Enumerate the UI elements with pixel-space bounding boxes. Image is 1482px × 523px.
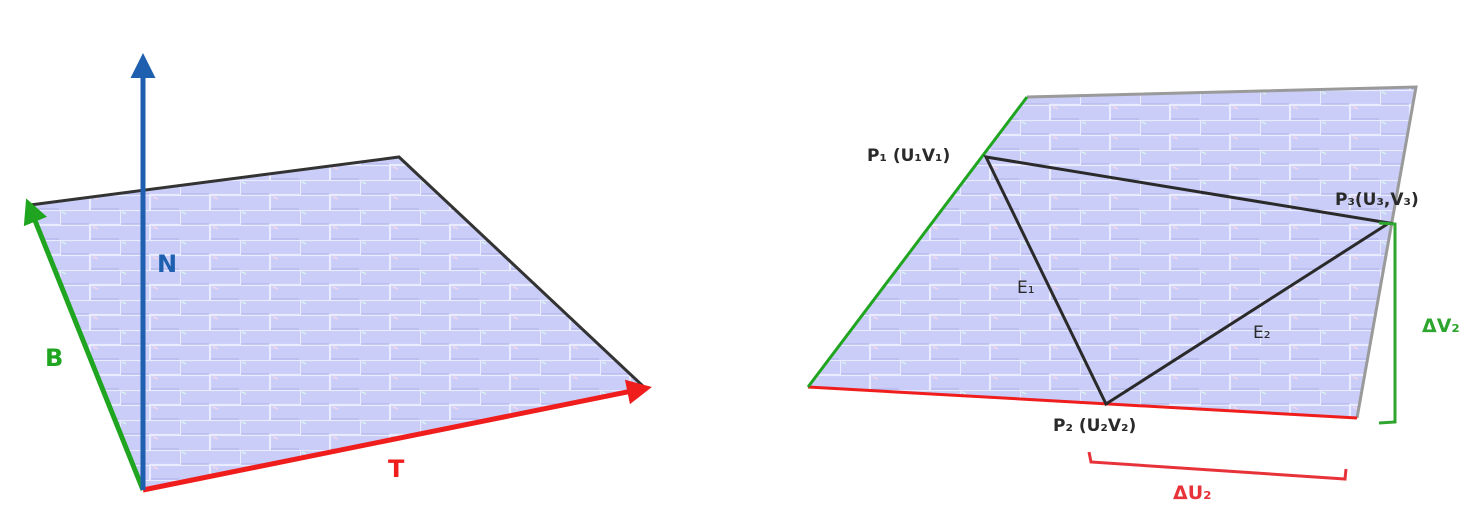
- left-plane-outline: [29, 155, 647, 390]
- delta-u-bracket: [1087, 451, 1348, 481]
- right-textured-plane: [808, 87, 1416, 418]
- p3-label: P₃(U₃,V₃): [1335, 190, 1419, 210]
- right-uv-triangle-diagram: P₁ (U₁V₁) P₂ (U₂V₂) P₃(U₃,V₃) E₁ E₂ ΔU₂ …: [806, 85, 1460, 504]
- left-textured-plane: [30, 157, 645, 490]
- right-plane-outline: [1026, 85, 1418, 419]
- delta-u-label: ΔU₂: [1173, 482, 1211, 504]
- tangent-axis-arrow: [142, 379, 652, 493]
- uv-triangle: [983, 155, 1394, 407]
- e1-label: E₁: [1017, 278, 1035, 298]
- p1-label: P₁ (U₁V₁): [867, 146, 950, 166]
- e2-label: E₂: [1253, 323, 1271, 343]
- right-plane-bottom-edge: [807, 385, 1358, 420]
- tangent-label: T: [388, 455, 405, 483]
- p2-label: P₂ (U₂V₂): [1053, 416, 1136, 436]
- normal-label: N: [157, 250, 177, 278]
- delta-v-label: ΔV₂: [1422, 315, 1460, 337]
- bitangent-label: B: [45, 344, 63, 372]
- bitangent-axis-arrow: [23, 198, 146, 491]
- delta-v-bracket: [1378, 221, 1397, 425]
- left-tbn-diagram: N B T: [23, 53, 652, 493]
- right-plane-left-edge: [806, 96, 1029, 388]
